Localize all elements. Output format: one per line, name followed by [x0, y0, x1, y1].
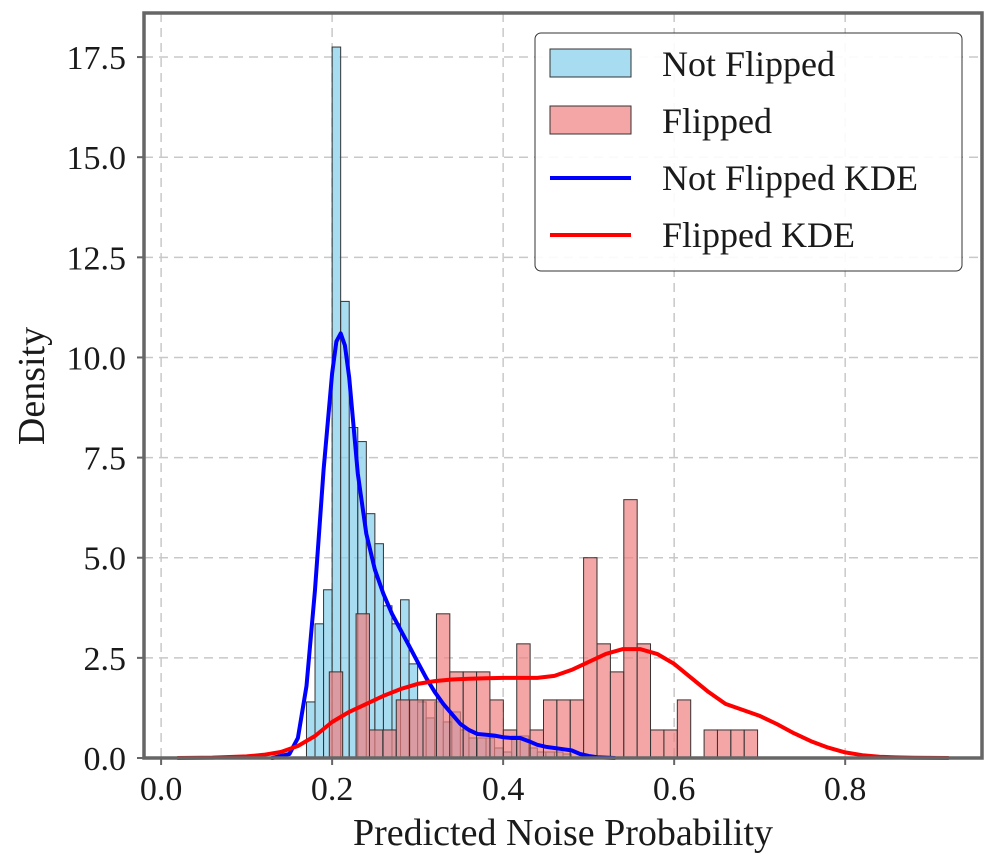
y-tick-label: 7.5 [84, 441, 127, 478]
flipped-bar [409, 699, 424, 759]
flipped-bar [368, 729, 384, 759]
legend-swatch-flipped [549, 105, 632, 135]
y-tick-label: 17.5 [67, 40, 127, 77]
y-tick-label: 10.0 [67, 340, 127, 377]
x-tick-label: 0.6 [653, 771, 696, 808]
legend-swatch-not-flipped [549, 48, 632, 78]
flipped-bar [596, 643, 611, 759]
x-tick-label: 0.8 [824, 771, 867, 808]
plot-frame [142, 11, 984, 760]
flipped-bar [663, 729, 678, 759]
y-tick-label: 0.0 [84, 741, 127, 778]
y-tick-label: 5.0 [84, 541, 127, 578]
not-flipped-bar [314, 623, 325, 759]
flipped-bar [676, 699, 692, 759]
flipped-bar [489, 699, 504, 759]
y-tick-label: 12.5 [67, 240, 127, 277]
x-tick-label: 0.2 [311, 771, 354, 808]
legend-label-not-flipped: Not Flipped [662, 44, 835, 84]
flipped-bar [395, 699, 411, 759]
flipped-bar [703, 729, 718, 759]
y-axis-ticks: 0.0 2.5 5.0 7.5 10.0 12.5 15.0 17.5 [67, 40, 144, 778]
flipped-bar [435, 613, 451, 759]
flipped-bar [382, 729, 397, 759]
legend-box [534, 32, 963, 272]
legend-label-flipped: Flipped [662, 101, 772, 141]
x-axis-ticks: 0.0 0.2 0.4 0.6 0.8 [140, 758, 867, 808]
flipped-kde-line [176, 647, 950, 760]
flipped-bar [730, 729, 745, 759]
y-tick-label: 2.5 [84, 641, 127, 678]
flipped-bar [609, 671, 625, 759]
flipped-bar [623, 499, 638, 759]
legend-label-not-flipped-kde: Not Flipped KDE [662, 158, 918, 198]
flipped-bar [476, 671, 491, 759]
not-flipped-bar [331, 46, 342, 759]
flipped-bar [422, 699, 437, 759]
flipped-bar [743, 729, 759, 759]
x-tick-label: 0.4 [482, 771, 525, 808]
flipped-bar [502, 729, 518, 759]
legend-label-flipped-kde: Flipped KDE [662, 215, 855, 255]
flipped-bar [650, 729, 665, 759]
y-tick-label: 15.0 [67, 140, 127, 177]
kde-curves [176, 331, 950, 760]
y-axis-label: Density [11, 327, 53, 445]
legend: Not Flipped Flipped Not Flipped KDE Flip… [534, 32, 963, 272]
not-flipped-kde-line [270, 331, 617, 760]
not-flipped-bar [305, 701, 316, 759]
x-tick-label: 0.0 [140, 771, 183, 808]
flipped-bar [355, 613, 370, 759]
x-axis-label: Predicted Noise Probability [353, 812, 773, 854]
flipped-bar [462, 671, 478, 759]
flipped-bar [636, 643, 652, 759]
flipped-bar [716, 729, 732, 759]
